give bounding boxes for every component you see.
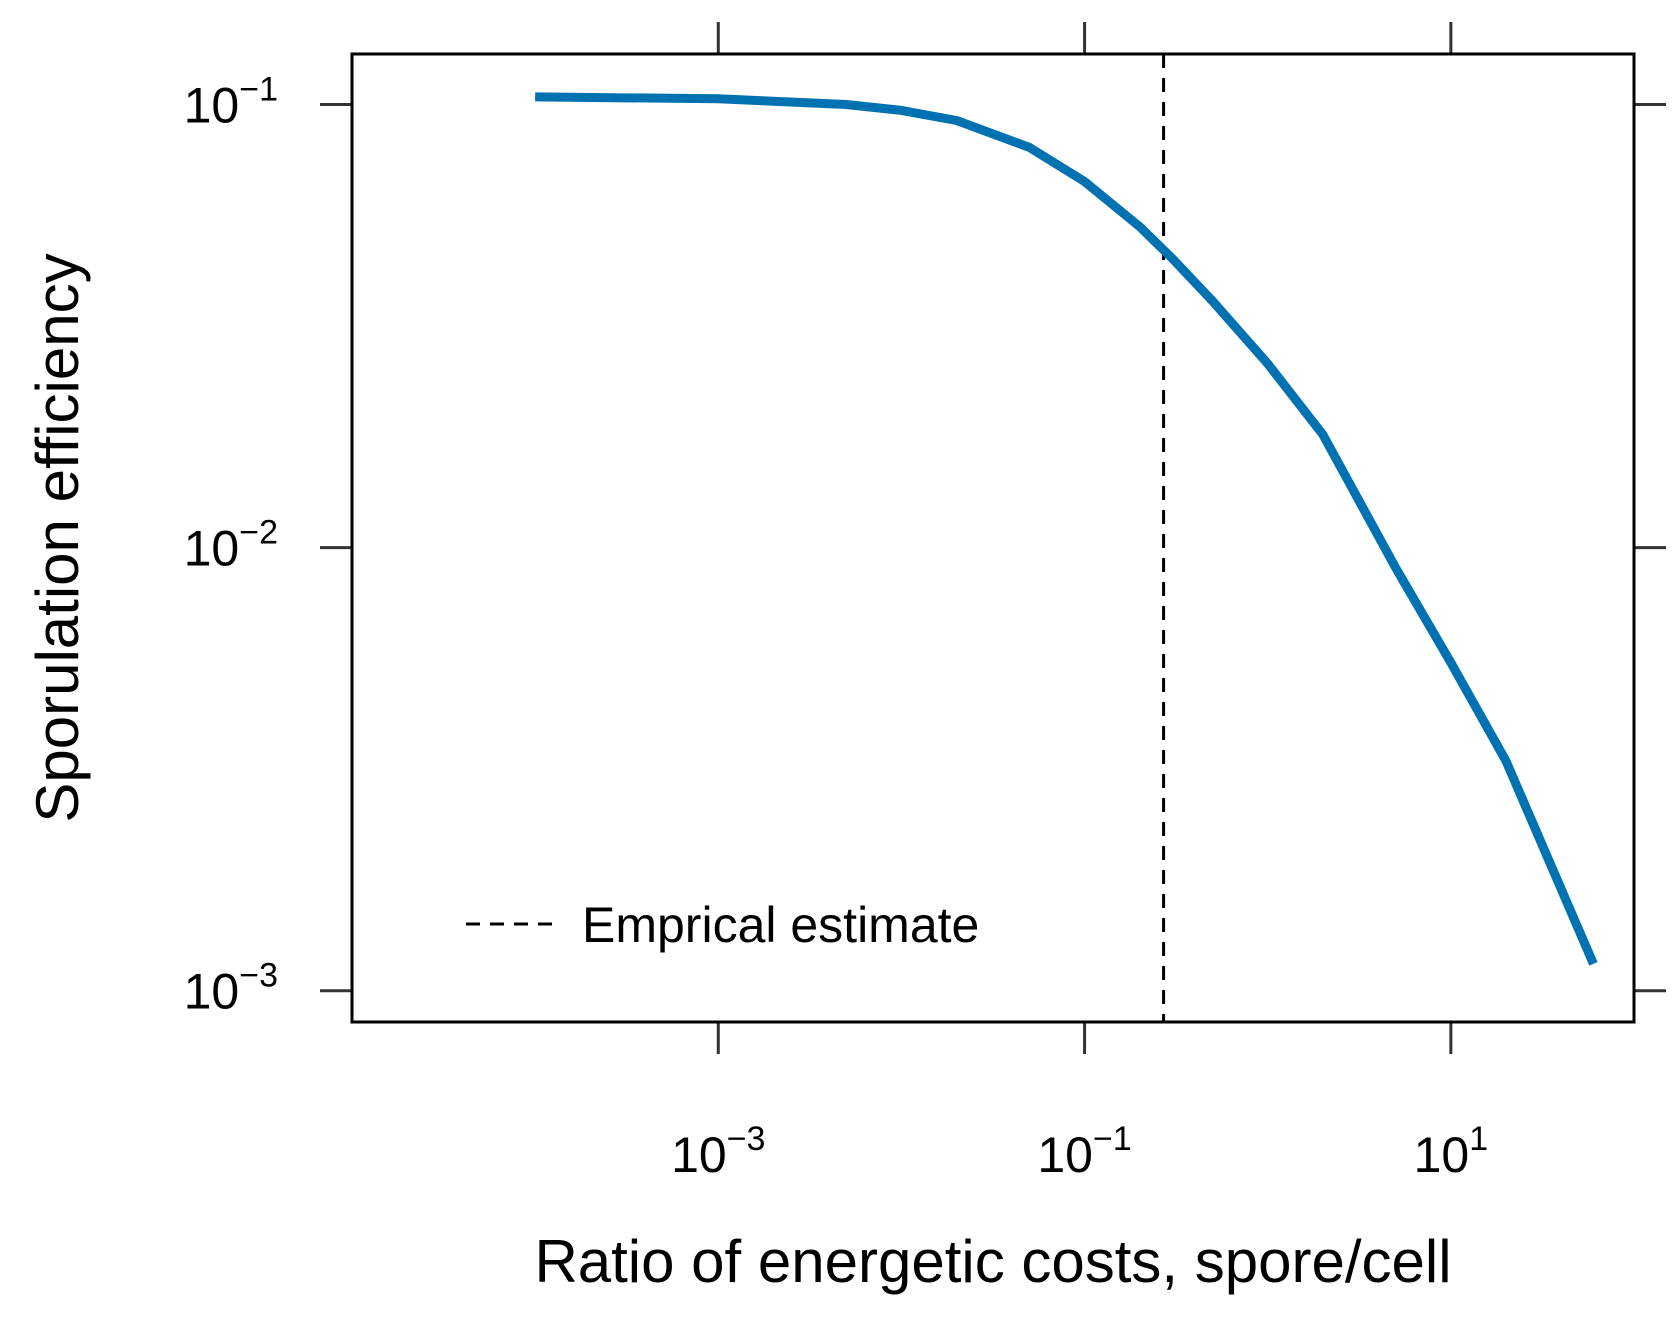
y-tick-label-0: 10−1	[184, 70, 278, 133]
x-axis-title: Ratio of energetic costs, spore/cell	[534, 1228, 1451, 1295]
tick-labels-layer: 10−3 10−1 101 10−1 10−2 10−3	[184, 70, 1489, 1183]
x-tick-label-2: 101	[1414, 1120, 1489, 1183]
data-layer	[535, 54, 1598, 1022]
ticks-layer	[320, 22, 1666, 1054]
legend-label-empirical-estimate: Emprical estimate	[582, 897, 979, 953]
x-tick-label-1: 10−1	[1037, 1120, 1131, 1183]
series-line-0	[535, 92, 1598, 966]
x-tick-label-0: 10−3	[671, 1120, 765, 1183]
plot-area-frame	[350, 52, 1636, 1024]
y-tick-label-1: 10−2	[184, 514, 278, 577]
y-tick-label-2: 10−3	[184, 957, 278, 1020]
y-axis-title: Sporulation efficiency	[24, 253, 91, 822]
legend: Emprical estimate	[466, 897, 979, 953]
